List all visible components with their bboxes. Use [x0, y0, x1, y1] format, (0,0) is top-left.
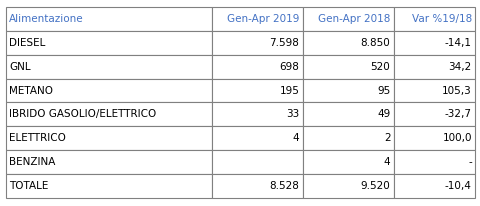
- Bar: [302, 150, 393, 174]
- Text: 8.528: 8.528: [269, 181, 299, 191]
- Bar: [6, 150, 211, 174]
- Text: 33: 33: [286, 109, 299, 119]
- Bar: [302, 7, 393, 31]
- Text: Var %19/18: Var %19/18: [411, 14, 471, 24]
- Text: 520: 520: [370, 62, 390, 72]
- Text: 4: 4: [383, 157, 390, 167]
- Text: Gen-Apr 2018: Gen-Apr 2018: [317, 14, 390, 24]
- Bar: [6, 126, 211, 150]
- Text: 2: 2: [383, 133, 390, 143]
- Bar: [6, 102, 211, 126]
- Text: -: -: [467, 157, 471, 167]
- Bar: [302, 102, 393, 126]
- Bar: [211, 174, 302, 198]
- Bar: [211, 126, 302, 150]
- Bar: [393, 150, 474, 174]
- Text: ELETTRICO: ELETTRICO: [9, 133, 66, 143]
- Bar: [6, 31, 211, 55]
- Bar: [393, 174, 474, 198]
- Text: 95: 95: [376, 85, 390, 96]
- Text: 195: 195: [279, 85, 299, 96]
- Bar: [302, 126, 393, 150]
- Text: TOTALE: TOTALE: [9, 181, 48, 191]
- Text: Gen-Apr 2019: Gen-Apr 2019: [227, 14, 299, 24]
- Bar: [393, 126, 474, 150]
- Bar: [302, 79, 393, 103]
- Bar: [211, 102, 302, 126]
- Bar: [393, 79, 474, 103]
- Text: 34,2: 34,2: [448, 62, 471, 72]
- Bar: [211, 150, 302, 174]
- Bar: [302, 55, 393, 79]
- Text: -32,7: -32,7: [444, 109, 471, 119]
- Bar: [302, 31, 393, 55]
- Text: METANO: METANO: [9, 85, 53, 96]
- Text: GNL: GNL: [9, 62, 31, 72]
- Bar: [302, 174, 393, 198]
- Bar: [211, 55, 302, 79]
- Text: 4: 4: [292, 133, 299, 143]
- Bar: [6, 7, 211, 31]
- Bar: [6, 79, 211, 103]
- Bar: [6, 55, 211, 79]
- Bar: [393, 7, 474, 31]
- Bar: [211, 79, 302, 103]
- Text: DIESEL: DIESEL: [9, 38, 46, 48]
- Text: BENZINA: BENZINA: [9, 157, 55, 167]
- Text: 8.850: 8.850: [360, 38, 390, 48]
- Text: -14,1: -14,1: [444, 38, 471, 48]
- Text: 698: 698: [279, 62, 299, 72]
- Bar: [6, 174, 211, 198]
- Bar: [393, 31, 474, 55]
- Bar: [393, 102, 474, 126]
- Text: 100,0: 100,0: [442, 133, 471, 143]
- Text: IBRIDO GASOLIO/ELETTRICO: IBRIDO GASOLIO/ELETTRICO: [9, 109, 156, 119]
- Text: 49: 49: [376, 109, 390, 119]
- Bar: [211, 31, 302, 55]
- Text: 7.598: 7.598: [269, 38, 299, 48]
- Text: 105,3: 105,3: [441, 85, 471, 96]
- Text: Alimentazione: Alimentazione: [9, 14, 84, 24]
- Bar: [211, 7, 302, 31]
- Bar: [393, 55, 474, 79]
- Text: 9.520: 9.520: [360, 181, 390, 191]
- Text: -10,4: -10,4: [444, 181, 471, 191]
